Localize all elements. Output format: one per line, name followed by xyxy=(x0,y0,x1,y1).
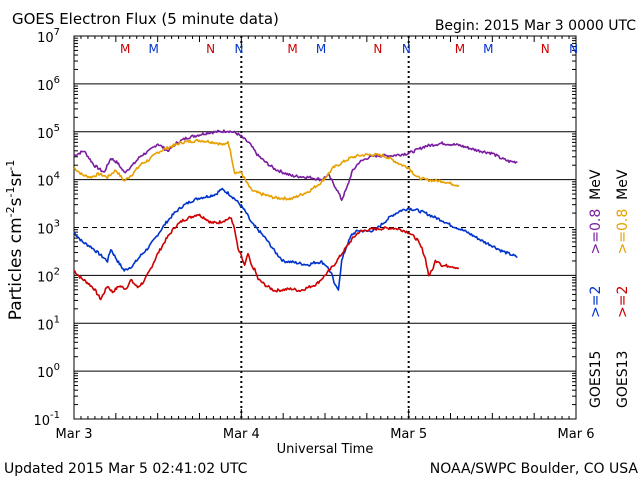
mn-marker-m: M xyxy=(148,42,158,56)
legend-entry: >=0.8 xyxy=(615,209,631,255)
y-label-part: s xyxy=(6,197,26,206)
y-tick-exponent: -1 xyxy=(50,410,60,421)
legend-spacer xyxy=(615,254,631,285)
y-tick-label: 101 xyxy=(37,314,60,333)
legend-spacer xyxy=(588,254,604,285)
legend-unit: MeV xyxy=(615,169,631,200)
y-tick-base: 10 xyxy=(33,414,50,429)
y-tick-exponent: 7 xyxy=(54,27,60,38)
y-tick-exponent: 0 xyxy=(54,362,60,373)
legend-satellite-label: GOES15 xyxy=(588,351,604,408)
y-tick-label: 104 xyxy=(37,171,60,190)
mn-marker-m: M xyxy=(287,42,297,56)
y-tick-base: 10 xyxy=(37,270,54,285)
y-tick-exponent: 5 xyxy=(54,123,60,134)
legend-entry: >=2 xyxy=(588,286,604,318)
y-tick-exponent: 4 xyxy=(54,171,60,182)
x-tick-label: Mar 4 xyxy=(223,427,260,442)
series-group xyxy=(73,129,518,301)
mn-marker-n: N xyxy=(569,42,578,56)
x-axis-tick-labels: Mar 3 Mar 4 Mar 5 Mar 6 xyxy=(56,427,595,442)
y-tick-base: 10 xyxy=(37,31,54,46)
mn-marker-n: N xyxy=(206,42,215,56)
y-tick-label: 102 xyxy=(37,266,60,285)
mn-marker-n: N xyxy=(402,42,411,56)
mn-marker-n: N xyxy=(541,42,550,56)
legend-satellite-label: GOES13 xyxy=(615,351,631,408)
mn-marker-n: N xyxy=(235,42,244,56)
mn-marker-n: N xyxy=(373,42,382,56)
credit-label: NOAA/SWPC Boulder, CO USA xyxy=(430,461,639,477)
y-tick-label: 107 xyxy=(37,27,60,46)
legend-unit: MeV xyxy=(588,169,604,200)
mn-marker-m: M xyxy=(316,42,326,56)
x-tick-label: Mar 6 xyxy=(558,427,595,442)
y-label-exp: -1 xyxy=(4,187,17,198)
y-label-part: sr xyxy=(6,171,26,187)
legend-entries: >=2 >=0.8 MeV xyxy=(615,169,631,318)
x-tick-label: Mar 3 xyxy=(56,427,93,442)
y-tick-base: 10 xyxy=(37,223,54,238)
y-tick-label: 10-1 xyxy=(33,410,60,429)
series-line-3 xyxy=(73,213,460,301)
legend-entries: >=2 >=0.8 MeV xyxy=(588,169,604,318)
mn-marker-m: M xyxy=(120,42,130,56)
y-tick-base: 10 xyxy=(37,79,54,94)
series-line-1 xyxy=(73,138,460,201)
y-tick-base: 10 xyxy=(37,318,54,333)
legend-entry: >=2 xyxy=(615,286,631,318)
x-axis-label: Universal Time xyxy=(277,442,374,457)
y-tick-exponent: 3 xyxy=(54,219,60,230)
y-label-exp: -1 xyxy=(4,160,17,171)
y-tick-label: 103 xyxy=(37,219,60,238)
y-tick-base: 10 xyxy=(37,127,54,142)
series-line-0 xyxy=(73,129,518,201)
legend: GOES15 >=2 >=0.8 MeV GOES13 >=2 >=0.8 MeV xyxy=(588,169,631,408)
y-tick-label: 100 xyxy=(37,362,60,381)
y-tick-label: 105 xyxy=(37,123,60,142)
y-tick-label: 106 xyxy=(37,75,60,94)
y-label-exp: -2 xyxy=(4,206,17,217)
mn-marker-m: M xyxy=(455,42,465,56)
legend-entry: >=0.8 xyxy=(588,209,604,255)
y-tick-exponent: 2 xyxy=(54,266,60,277)
x-tick-label: Mar 5 xyxy=(390,427,427,442)
series-line-2 xyxy=(73,187,518,291)
legend-spacer xyxy=(588,200,604,209)
legend-spacer xyxy=(615,200,631,209)
y-tick-exponent: 1 xyxy=(54,314,60,325)
y-axis-label: Particles cm-2s-1sr-1 xyxy=(4,160,26,321)
updated-timestamp: Updated 2015 Mar 5 02:41:02 UTC xyxy=(4,461,248,477)
chart-title: GOES Electron Flux (5 minute data) xyxy=(12,10,279,28)
mn-marker-m: M xyxy=(483,42,493,56)
y-tick-exponent: 6 xyxy=(54,75,60,86)
y-tick-base: 10 xyxy=(37,366,54,381)
y-tick-base: 10 xyxy=(37,175,54,190)
begin-time-label: Begin: 2015 Mar 3 0000 UTC xyxy=(435,18,636,34)
plot-area xyxy=(73,35,577,420)
y-label-part: Particles cm xyxy=(6,217,26,320)
